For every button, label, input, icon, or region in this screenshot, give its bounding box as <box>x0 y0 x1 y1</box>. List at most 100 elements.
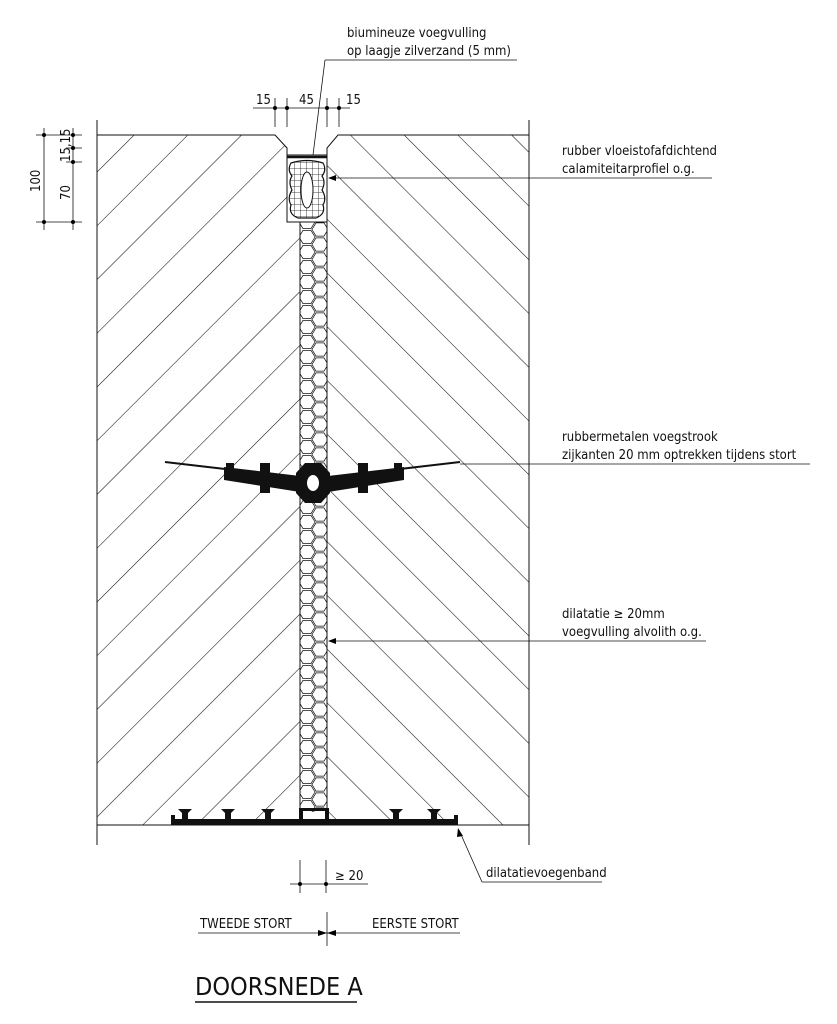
hexagon-cell <box>300 380 316 394</box>
hexagon-cell <box>311 297 327 312</box>
band-anchor <box>389 809 403 820</box>
hexagon-cell <box>311 567 327 582</box>
top-dimension: 15 45 15 <box>253 93 361 127</box>
hexagon-cell <box>300 695 316 709</box>
label-filler-2: voegvulling alvolith o.g. <box>562 625 702 640</box>
pour-indicator: TWEEDE STORT EERSTE STORT <box>198 912 460 946</box>
dim-top-right: 15 <box>346 93 361 108</box>
dim-top-middle: 45 <box>299 93 314 108</box>
dim-left-total: 100 <box>29 170 44 192</box>
hexagon-cell <box>311 657 327 672</box>
calamity-profile <box>286 154 328 223</box>
hexagon-cell <box>300 590 316 604</box>
leader-filler: dilatatie ≥ 20mm voegvulling alvolith o.… <box>328 607 706 644</box>
hexagon-cell <box>300 560 316 574</box>
hexagon-cell <box>300 710 316 724</box>
hexagon-cell <box>311 387 327 402</box>
hexagon-cell <box>311 672 327 687</box>
hexagon-cell <box>311 447 327 462</box>
hexagon-cell <box>300 515 316 529</box>
hexagon-cell <box>311 537 327 552</box>
joint-filler <box>300 222 327 812</box>
hexagon-cell <box>300 635 316 649</box>
hexagon-cell <box>300 620 316 634</box>
hexagon-cell <box>300 410 316 424</box>
hexagon-cell <box>311 357 327 372</box>
hexagon-cell <box>311 747 327 762</box>
hexagon-cell <box>300 770 316 784</box>
hexagon-cell <box>300 785 316 799</box>
hexagon-cell <box>311 417 327 432</box>
hexagon-cell <box>311 432 327 447</box>
hexagon-cell <box>311 597 327 612</box>
hexagon-cell <box>300 545 316 559</box>
hexagon-cell <box>300 725 316 739</box>
hexagon-cell <box>300 740 316 754</box>
hexagon-cell <box>311 687 327 702</box>
hexagon-cell <box>300 395 316 409</box>
hexagon-cell <box>311 342 327 357</box>
hexagon-cell <box>313 807 327 812</box>
hexagon-cell <box>311 252 327 267</box>
hexagon-cell <box>311 732 327 747</box>
label-filler-1: dilatatie ≥ 20mm <box>562 607 665 622</box>
label-second-pour: TWEEDE STORT <box>199 917 293 932</box>
label-first-pour: EERSTE STORT <box>372 917 460 932</box>
left-dimension: 100 15,15 70 <box>29 128 82 230</box>
hexagon-cell <box>311 222 327 237</box>
hexagon-cell <box>300 440 316 454</box>
drawing-title: DOORSNEDE A <box>195 972 363 1001</box>
hexagon-cell <box>311 282 327 297</box>
hexagon-cell <box>300 755 316 769</box>
label-waterstop-2: zijkanten 20 mm optrekken tijdens stort <box>562 448 797 463</box>
hexagon-cell <box>300 320 316 334</box>
dim-joint-min: ≥ 20 <box>335 869 363 884</box>
band-anchor <box>261 809 275 820</box>
hexagon-cell <box>300 425 316 439</box>
label-sealant-1: biumineuze voegvulling <box>347 26 486 41</box>
hexagon-cell <box>311 402 327 417</box>
concrete-first-pour <box>327 135 529 825</box>
dim-top-left: 15 <box>256 93 271 108</box>
hexagon-cell <box>300 605 316 619</box>
hexagon-cell <box>311 792 327 807</box>
concrete-second-pour <box>97 135 300 825</box>
waterstop <box>164 461 461 503</box>
hexagon-cell <box>311 237 327 252</box>
hexagon-cell <box>311 702 327 717</box>
hexagon-cell <box>300 665 316 679</box>
hexagon-cell <box>300 245 316 259</box>
joint-band <box>171 808 458 825</box>
hexagon-cell <box>311 762 327 777</box>
hexagon-cell <box>300 680 316 694</box>
leader-profile: rubber vloeistofafdichtend calamiteitarp… <box>328 144 717 181</box>
label-profile-2: calamiteitarprofiel o.g. <box>562 162 695 177</box>
hexagon-cell <box>311 372 327 387</box>
hexagon-cell <box>300 290 316 304</box>
hexagon-cell <box>300 230 316 244</box>
hexagon-cell <box>300 530 316 544</box>
hexagon-cell <box>311 507 327 522</box>
hexagon-cell <box>311 627 327 642</box>
hexagon-cell <box>300 575 316 589</box>
hexagon-cell <box>300 335 316 349</box>
hexagon-cell <box>311 717 327 732</box>
hexagon-cell <box>300 260 316 274</box>
label-band: dilatatievoegenband <box>486 866 607 881</box>
label-waterstop-1: rubbermetalen voegstrook <box>562 430 718 445</box>
hexagon-cell <box>300 650 316 664</box>
label-sealant-2: op laagje zilverzand (5 mm) <box>347 44 511 59</box>
band-anchor <box>178 809 192 820</box>
hexagon-cell <box>300 350 316 364</box>
joint-width-dimension: ≥ 20 <box>290 860 368 893</box>
hexagon-cell <box>311 267 327 282</box>
leader-waterstop: rubbermetalen voegstrook zijkanten 20 mm… <box>460 430 810 465</box>
hexagon-cell <box>300 222 316 229</box>
hexagon-cell <box>311 582 327 597</box>
dim-left-small: 15,15 <box>59 129 74 162</box>
hexagon-cell <box>300 275 316 289</box>
band-anchor <box>427 809 441 820</box>
hexagon-cell <box>311 312 327 327</box>
hexagon-cell <box>300 365 316 379</box>
hexagon-cell <box>311 552 327 567</box>
